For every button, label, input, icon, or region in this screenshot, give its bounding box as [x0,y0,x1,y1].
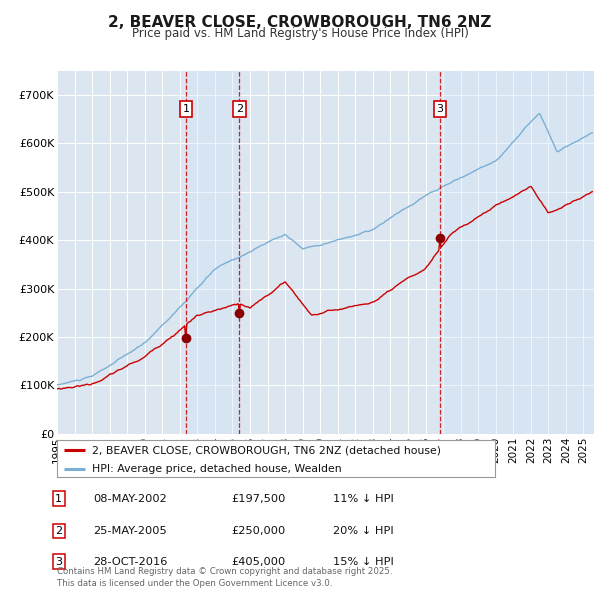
Text: Price paid vs. HM Land Registry's House Price Index (HPI): Price paid vs. HM Land Registry's House … [131,27,469,40]
Text: 1: 1 [182,104,190,114]
Text: 3: 3 [55,557,62,566]
Text: 2, BEAVER CLOSE, CROWBOROUGH, TN6 2NZ: 2, BEAVER CLOSE, CROWBOROUGH, TN6 2NZ [109,15,491,30]
Text: £250,000: £250,000 [231,526,285,536]
Text: 2, BEAVER CLOSE, CROWBOROUGH, TN6 2NZ (detached house): 2, BEAVER CLOSE, CROWBOROUGH, TN6 2NZ (d… [92,445,441,455]
Text: 08-MAY-2002: 08-MAY-2002 [93,494,167,503]
Text: 3: 3 [437,104,443,114]
Text: 28-OCT-2016: 28-OCT-2016 [93,557,167,566]
Text: £405,000: £405,000 [231,557,285,566]
Bar [186,71,239,434]
Text: 2: 2 [55,526,62,536]
Text: 1: 1 [55,494,62,503]
Text: 15% ↓ HPI: 15% ↓ HPI [333,557,394,566]
Text: 2: 2 [236,104,243,114]
Text: 20% ↓ HPI: 20% ↓ HPI [333,526,394,536]
Bar [440,71,594,434]
Text: £197,500: £197,500 [231,494,286,503]
Text: 25-MAY-2005: 25-MAY-2005 [93,526,167,536]
Text: 11% ↓ HPI: 11% ↓ HPI [333,494,394,503]
Text: HPI: Average price, detached house, Wealden: HPI: Average price, detached house, Weal… [92,464,341,474]
Text: Contains HM Land Registry data © Crown copyright and database right 2025.
This d: Contains HM Land Registry data © Crown c… [57,567,392,588]
